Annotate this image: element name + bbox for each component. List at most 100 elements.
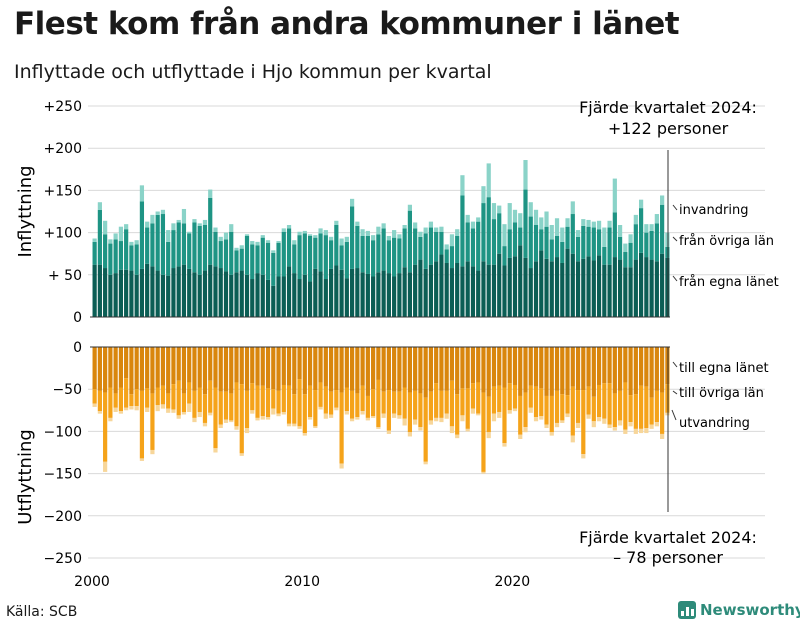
- bar-in-2: [139, 185, 145, 202]
- bar-in-1: [407, 210, 412, 273]
- bar-in-0: [660, 253, 665, 317]
- bar-in-1: [544, 226, 549, 259]
- bar-in-0: [139, 268, 145, 317]
- bar-out-2: [239, 453, 244, 456]
- bar-in-1: [176, 222, 181, 267]
- bar-in-0: [150, 266, 155, 317]
- bar-in-1: [518, 227, 523, 246]
- bar-out-0: [129, 347, 134, 395]
- bar-in-1: [654, 223, 659, 262]
- bar-in-0: [649, 259, 654, 317]
- bar-out-1: [181, 393, 187, 412]
- bar-in-0: [596, 255, 602, 317]
- bar-out-0: [586, 347, 591, 387]
- bar-in-0: [512, 256, 518, 317]
- bar-out-2: [276, 413, 281, 417]
- bar-in-2: [434, 227, 439, 232]
- bar-in-2: [639, 199, 644, 209]
- bar-out-1: [439, 390, 444, 418]
- bar-in-0: [234, 272, 239, 317]
- bar-in-1: [234, 250, 239, 273]
- bar-out-0: [160, 347, 166, 386]
- bar-in-0: [265, 279, 271, 317]
- bar-out-1: [533, 386, 539, 418]
- bar-in-2: [523, 160, 528, 190]
- annotation-in-line2: +122 personer: [608, 119, 729, 138]
- bar-out-2: [428, 420, 434, 425]
- bar-out-0: [644, 347, 649, 387]
- bar-out-2: [486, 432, 491, 439]
- bar-out-1: [292, 394, 297, 424]
- bar-out-2: [434, 417, 439, 422]
- bar-in-1: [323, 235, 328, 280]
- bar-in-2: [323, 230, 328, 236]
- bar-out-1: [407, 392, 412, 433]
- bar-in-0: [176, 266, 181, 317]
- bar-in-0: [386, 273, 391, 317]
- bar-out-2: [213, 448, 218, 453]
- bar-in-1: [297, 235, 302, 280]
- bar-in-0: [423, 268, 428, 317]
- bar-out-2: [145, 407, 150, 412]
- bar-out-1: [208, 380, 213, 413]
- bar-out-1: [350, 390, 355, 419]
- bar-out-1: [223, 391, 229, 420]
- bar-in-1: [481, 203, 486, 262]
- bar-in-2: [108, 239, 113, 244]
- bar-out-2: [617, 420, 623, 426]
- bar-out-2: [476, 413, 481, 416]
- bar-in-2: [465, 214, 470, 223]
- label-leader: [672, 204, 678, 211]
- bar-in-1: [533, 225, 539, 262]
- bar-in-1: [208, 198, 213, 265]
- bar-out-0: [139, 347, 145, 391]
- bar-out-2: [360, 411, 365, 415]
- bar-out-0: [297, 347, 302, 380]
- annotation-out-line2: – 78 personer: [613, 548, 723, 567]
- series-label-in: invandring: [679, 203, 748, 218]
- bar-in-2: [392, 230, 397, 238]
- bar-out-0: [649, 347, 654, 398]
- bar-in-1: [134, 244, 139, 275]
- bar-in-2: [176, 219, 181, 223]
- bar-out-0: [150, 347, 155, 394]
- bar-in-1: [197, 225, 202, 275]
- bar-out-2: [334, 407, 339, 411]
- bar-out-1: [197, 387, 202, 412]
- bar-in-1: [360, 235, 365, 273]
- bar-in-1: [255, 245, 260, 274]
- bar-in-0: [339, 269, 344, 317]
- bar-out-0: [633, 347, 638, 395]
- bar-out-1: [423, 397, 428, 462]
- bar-in-1: [439, 231, 444, 255]
- bar-in-1: [413, 228, 418, 265]
- bar-out-2: [654, 422, 659, 427]
- bar-in-2: [512, 209, 518, 223]
- bar-in-0: [213, 266, 218, 317]
- bar-in-1: [617, 236, 623, 260]
- bar-out-1: [229, 393, 234, 421]
- bar-out-0: [108, 347, 113, 388]
- bar-in-1: [218, 241, 223, 269]
- bar-in-2: [544, 211, 549, 227]
- bar-out-1: [355, 393, 360, 418]
- bar-out-2: [444, 413, 449, 419]
- bar-in-2: [129, 241, 134, 246]
- bar-in-2: [360, 229, 365, 236]
- bar-out-0: [202, 347, 208, 395]
- bar-out-0: [171, 347, 176, 385]
- bar-in-2: [481, 186, 486, 204]
- bar-in-2: [192, 219, 197, 223]
- bar-in-0: [113, 273, 118, 317]
- bar-out-1: [192, 390, 197, 418]
- brand-logo[interactable]: Newsworthy: [678, 601, 800, 619]
- bar-in-2: [623, 243, 628, 253]
- bar-in-1: [512, 222, 518, 257]
- bar-out-1: [307, 385, 313, 418]
- bar-in-1: [581, 225, 586, 259]
- bar-in-2: [423, 227, 428, 234]
- bar-in-0: [633, 259, 638, 317]
- grid-lines: [88, 105, 765, 559]
- bar-out-1: [397, 391, 402, 416]
